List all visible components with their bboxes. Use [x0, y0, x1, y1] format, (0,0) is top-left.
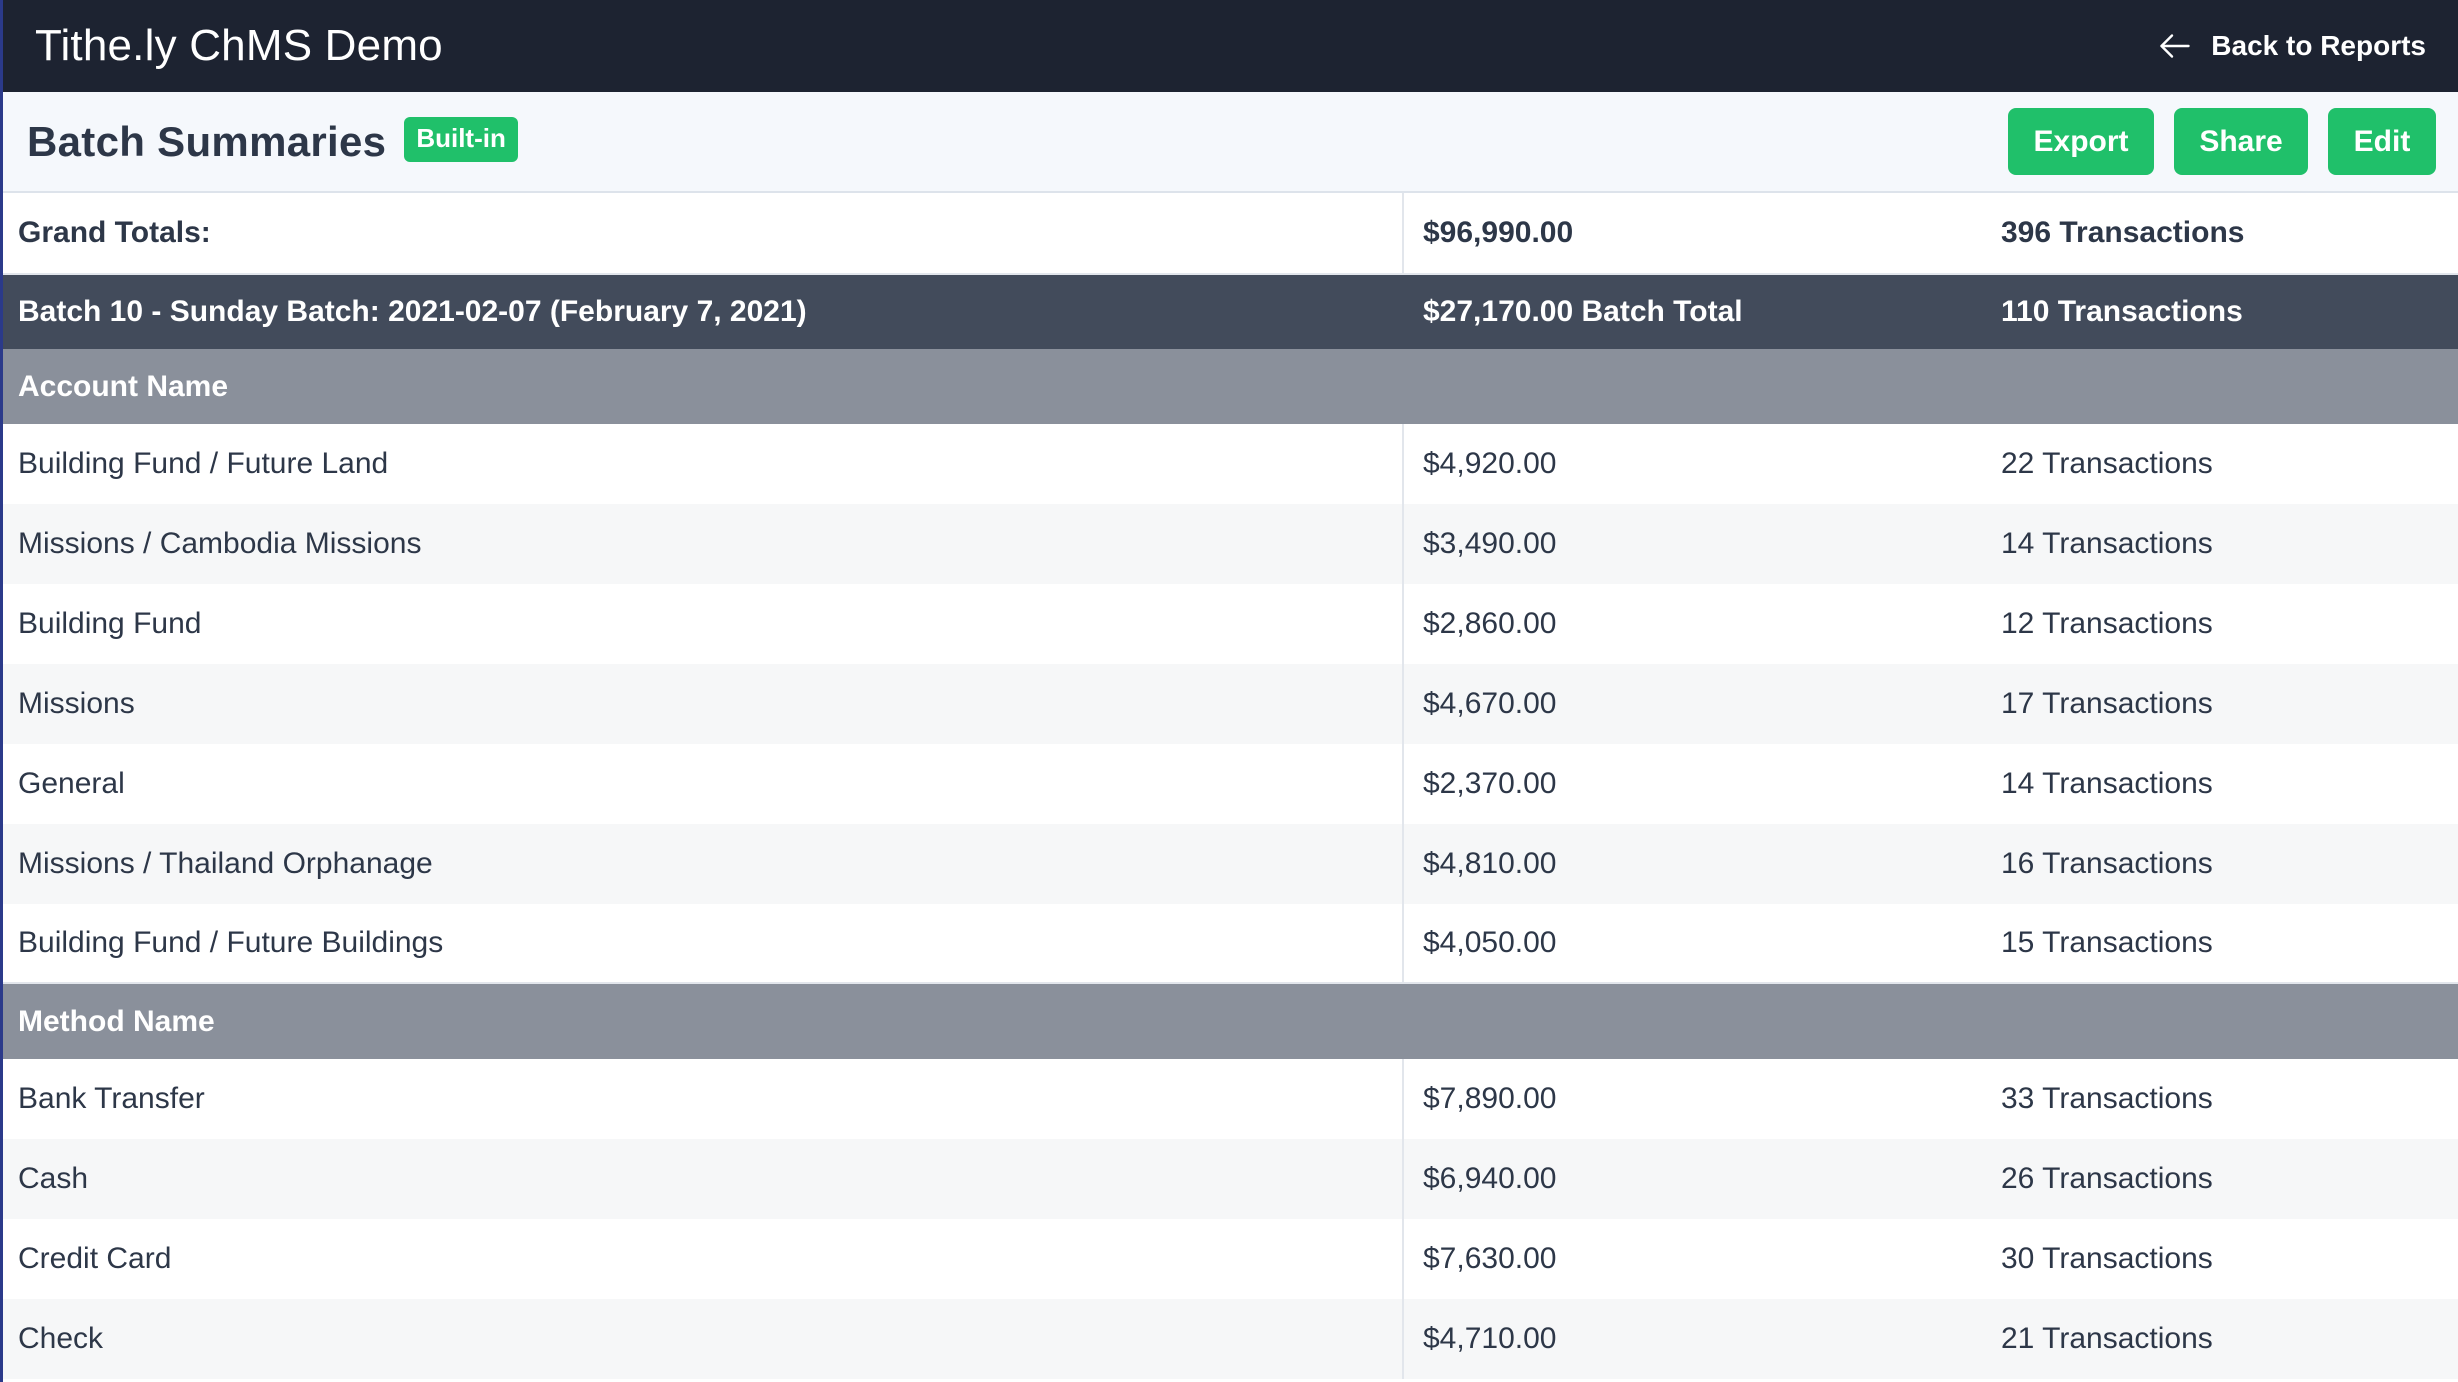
account-amount: $2,370.00: [1423, 767, 1557, 800]
app-title: Tithe.ly ChMS Demo: [35, 21, 443, 70]
arrow-left-icon: [2160, 34, 2190, 58]
account-name: Building Fund / Future Land: [3, 424, 1404, 504]
table-row: Bank Transfer $7,890.00 33 Transactions: [3, 1059, 2458, 1139]
batch-row: Batch 10 - Sunday Batch: 2021-02-07 (Feb…: [3, 275, 2458, 349]
account-name: Building Fund / Future Buildings: [3, 904, 1404, 982]
export-button[interactable]: Export: [2008, 108, 2154, 175]
method-name: Check: [3, 1299, 1404, 1379]
account-amount: $4,670.00: [1423, 687, 1557, 720]
report-header: Batch Summaries Built-in Export Share Ed…: [3, 92, 2458, 193]
back-to-reports-label: Back to Reports: [2211, 30, 2426, 61]
built-in-badge: Built-in: [404, 117, 518, 162]
method-name: Cash: [3, 1139, 1404, 1219]
account-transactions: 15 Transactions: [2001, 926, 2213, 959]
batch-label: Batch 10 - Sunday Batch: 2021-02-07 (Feb…: [18, 295, 807, 328]
method-amount: $7,890.00: [1423, 1082, 1557, 1115]
grand-totals-amount: $96,990.00: [1423, 216, 1574, 249]
account-transactions: 14 Transactions: [2001, 767, 2213, 800]
account-amount: $4,810.00: [1423, 847, 1557, 880]
account-name: Building Fund: [3, 584, 1404, 664]
batch-transactions: 110 Transactions: [2001, 295, 2243, 328]
method-name: Credit Card: [3, 1219, 1404, 1299]
account-name-header: Account Name: [18, 369, 229, 403]
account-transactions: 22 Transactions: [2001, 447, 2213, 480]
method-transactions: 30 Transactions: [2001, 1242, 2213, 1275]
table-row: Missions / Thailand Orphanage $4,810.00 …: [3, 824, 2458, 904]
account-transactions: 14 Transactions: [2001, 527, 2213, 560]
method-transactions: 21 Transactions: [2001, 1322, 2213, 1355]
account-name: Missions: [3, 664, 1404, 744]
account-name: Missions / Thailand Orphanage: [3, 824, 1404, 904]
batch-total: $27,170.00 Batch Total: [1423, 295, 1743, 328]
account-section-header: Account Name: [3, 349, 2458, 424]
table-row: Building Fund $2,860.00 12 Transactions: [3, 584, 2458, 664]
page-title: Batch Summaries: [27, 117, 387, 165]
back-to-reports-link[interactable]: Back to Reports: [2157, 28, 2426, 64]
method-transactions: 33 Transactions: [2001, 1082, 2213, 1115]
method-amount: $7,630.00: [1423, 1242, 1557, 1275]
account-transactions: 17 Transactions: [2001, 687, 2213, 720]
grand-totals-transactions: 396 Transactions: [2001, 216, 2245, 249]
account-name: Missions / Cambodia Missions: [3, 504, 1404, 584]
grand-totals-label: Grand Totals:: [3, 193, 1404, 273]
method-name: Bank Transfer: [3, 1059, 1404, 1139]
method-section-header: Method Name: [3, 984, 2458, 1059]
table-row: Check $4,710.00 21 Transactions: [3, 1299, 2458, 1379]
grand-totals-row: Grand Totals: $96,990.00 396 Transaction…: [3, 193, 2458, 275]
top-navbar: Tithe.ly ChMS Demo Back to Reports: [3, 0, 2458, 92]
account-name: General: [3, 744, 1404, 824]
table-row: Building Fund / Future Buildings $4,050.…: [3, 904, 2458, 984]
account-amount: $4,050.00: [1423, 926, 1557, 959]
method-amount: $6,940.00: [1423, 1162, 1557, 1195]
method-transactions: 26 Transactions: [2001, 1162, 2213, 1195]
account-amount: $2,860.00: [1423, 607, 1557, 640]
table-row: General $2,370.00 14 Transactions: [3, 744, 2458, 824]
account-amount: $3,490.00: [1423, 527, 1557, 560]
share-button[interactable]: Share: [2174, 108, 2308, 175]
account-amount: $4,920.00: [1423, 447, 1557, 480]
batch-summary-table: Grand Totals: $96,990.00 396 Transaction…: [3, 193, 2458, 1379]
edit-button[interactable]: Edit: [2328, 108, 2436, 175]
table-row: Missions / Cambodia Missions $3,490.00 1…: [3, 504, 2458, 584]
table-row: Building Fund / Future Land $4,920.00 22…: [3, 424, 2458, 504]
method-name-header: Method Name: [18, 1004, 215, 1038]
table-row: Credit Card $7,630.00 30 Transactions: [3, 1219, 2458, 1299]
account-transactions: 16 Transactions: [2001, 847, 2213, 880]
table-row: Cash $6,940.00 26 Transactions: [3, 1139, 2458, 1219]
method-amount: $4,710.00: [1423, 1322, 1557, 1355]
account-transactions: 12 Transactions: [2001, 607, 2213, 640]
header-actions: Export Share Edit: [2008, 108, 2436, 175]
table-row: Missions $4,670.00 17 Transactions: [3, 664, 2458, 744]
